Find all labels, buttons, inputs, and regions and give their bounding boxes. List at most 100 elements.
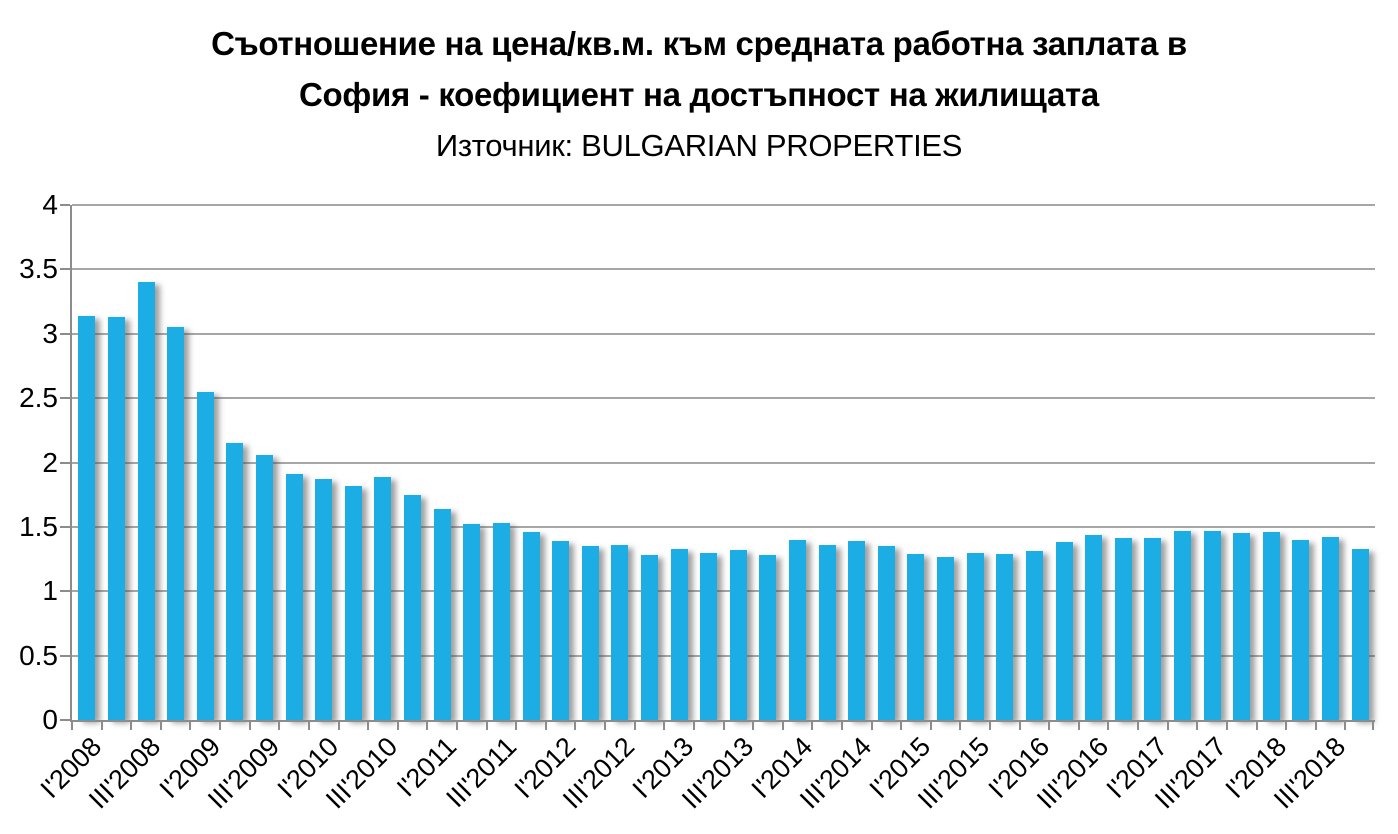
y-tick-mark xyxy=(60,397,70,400)
gridline xyxy=(72,204,1375,206)
bar xyxy=(1292,539,1310,720)
x-tick-mark xyxy=(840,720,843,730)
x-tick-mark xyxy=(633,720,636,730)
bar xyxy=(492,523,510,720)
x-tick-mark xyxy=(1018,720,1021,730)
bar xyxy=(167,327,185,720)
x-tick-mark xyxy=(959,720,962,730)
gridline xyxy=(72,590,1375,593)
x-tick-mark xyxy=(989,720,992,730)
y-tick-mark xyxy=(60,268,70,271)
gridline xyxy=(72,461,1375,464)
y-tick-mark xyxy=(60,719,70,721)
bar xyxy=(1203,530,1221,720)
bar xyxy=(344,485,362,720)
chart-title-block: Съотношение на цена/кв.м. към средната р… xyxy=(0,18,1398,171)
y-tick-mark xyxy=(60,332,70,335)
bar xyxy=(1174,530,1191,720)
y-axis-label: 2.5 xyxy=(19,382,58,414)
bar xyxy=(996,553,1014,720)
x-tick-mark xyxy=(1137,720,1140,730)
x-tick-mark xyxy=(189,720,192,730)
x-tick-mark xyxy=(692,720,695,730)
x-tick-mark xyxy=(278,720,281,730)
bar xyxy=(729,550,747,720)
bar xyxy=(1085,534,1103,720)
y-axis-label: 2 xyxy=(42,446,58,478)
x-tick-mark xyxy=(100,720,103,730)
bar xyxy=(1233,533,1251,720)
bar xyxy=(759,555,777,720)
x-tick-mark xyxy=(574,720,577,730)
x-tick-mark xyxy=(663,720,666,730)
bar xyxy=(907,553,925,720)
y-axis-line xyxy=(70,205,72,722)
bar xyxy=(789,539,807,720)
bar xyxy=(848,541,866,720)
x-tick-mark xyxy=(1048,720,1051,730)
bar xyxy=(285,474,303,720)
chart-source-line: Източник: BULGARIAN PROPERTIES xyxy=(435,128,963,163)
bar xyxy=(937,556,955,720)
x-tick-mark xyxy=(544,720,547,730)
bar xyxy=(818,544,836,720)
x-tick-mark xyxy=(485,720,488,730)
y-tick-mark xyxy=(60,461,70,464)
y-tick-mark xyxy=(60,590,70,593)
y-axis-label: 0 xyxy=(42,704,58,735)
bar xyxy=(640,555,658,720)
bar xyxy=(611,544,629,720)
y-tick-mark xyxy=(60,525,70,528)
x-tick-mark xyxy=(900,720,903,730)
bar xyxy=(463,524,481,720)
bar xyxy=(1055,542,1073,720)
bar xyxy=(877,546,895,720)
gridline xyxy=(72,268,1375,271)
bar xyxy=(966,552,984,720)
bar xyxy=(1262,532,1280,720)
bar xyxy=(78,315,96,720)
y-tick-mark xyxy=(60,654,70,657)
x-tick-mark xyxy=(1196,720,1199,730)
y-axis-label: 1 xyxy=(42,575,58,607)
x-tick-mark xyxy=(781,720,784,730)
gridline xyxy=(72,397,1375,400)
y-axis-label: 3 xyxy=(42,317,58,349)
gridline xyxy=(72,654,1375,657)
x-tick-mark xyxy=(159,720,162,730)
x-tick-mark xyxy=(130,720,133,730)
x-tick-mark xyxy=(1314,720,1317,730)
plot-area: 0 0.5 1 1.5 2 2.5 3 3.5 4 I'2008 III'2008 I'2009 II… xyxy=(19,190,1375,815)
bar xyxy=(315,479,333,720)
x-tick-mark xyxy=(1107,720,1110,730)
x-tick-mark xyxy=(1077,720,1080,730)
y-axis-label: 3.5 xyxy=(19,253,58,285)
bar xyxy=(374,476,392,720)
x-tick-mark xyxy=(929,720,932,730)
y-axis-label: 0.5 xyxy=(19,639,58,671)
y-axis-label: 4 xyxy=(42,189,58,220)
bar xyxy=(581,546,599,720)
x-tick-mark xyxy=(396,720,399,730)
x-tick-mark xyxy=(219,720,222,730)
bar xyxy=(670,548,688,720)
x-tick-mark xyxy=(722,720,725,730)
x-tick-mark xyxy=(426,720,429,730)
x-tick-mark xyxy=(248,720,251,730)
gridline xyxy=(72,525,1375,528)
x-tick-mark xyxy=(1166,720,1169,730)
bar xyxy=(1025,551,1043,720)
x-tick-mark xyxy=(811,720,814,730)
chart-title-line-1: Съотношение на цена/кв.м. към средната р… xyxy=(211,25,1187,62)
x-tick-mark xyxy=(1372,720,1374,730)
bar xyxy=(107,317,125,720)
x-tick-mark xyxy=(455,720,458,730)
x-tick-mark xyxy=(1255,720,1258,730)
x-tick-mark xyxy=(367,720,370,730)
x-tick-mark xyxy=(870,720,873,730)
bar xyxy=(522,532,540,720)
x-tick-mark xyxy=(1225,720,1228,730)
gridline xyxy=(72,332,1375,335)
x-tick-mark xyxy=(1285,720,1288,730)
x-tick-mark xyxy=(515,720,518,730)
